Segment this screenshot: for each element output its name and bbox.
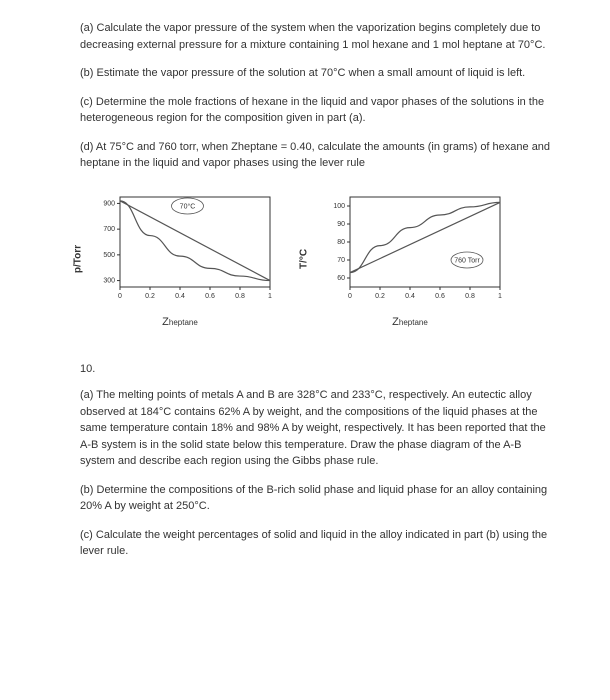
svg-text:0.2: 0.2	[375, 293, 385, 300]
svg-text:0: 0	[348, 293, 352, 300]
chart-right-box: T/°C 6070809010000.20.40.60.81760 Torr Z…	[310, 187, 510, 331]
svg-text:500: 500	[103, 251, 115, 258]
svg-text:0.4: 0.4	[405, 293, 415, 300]
svg-text:900: 900	[103, 200, 115, 207]
chart-left: 300 500 700 900 0 0.2 0.4 0.6 0.8 1 70°C	[80, 187, 280, 307]
svg-text:80: 80	[337, 239, 345, 246]
svg-text:0.6: 0.6	[205, 293, 215, 300]
chart-left-x-label-sub: heptane	[169, 318, 198, 327]
paragraph-d: (d) At 75°C and 760 torr, when Zheptane …	[80, 139, 555, 172]
charts-row: p/Torr 30050070090000.20.40.60.8170°C Zh…	[80, 187, 555, 331]
svg-text:0.4: 0.4	[175, 293, 185, 300]
svg-text:100: 100	[333, 203, 345, 210]
chart-right-x-label-sub: heptane	[399, 318, 428, 327]
svg-text:760 Torr: 760 Torr	[454, 257, 480, 264]
svg-text:0: 0	[118, 293, 122, 300]
paragraph-10b: (b) Determine the compositions of the B-…	[80, 482, 555, 515]
question-number-10: 10.	[80, 361, 555, 378]
chart-right-y-label: T/°C	[297, 248, 312, 268]
svg-text:1: 1	[268, 293, 272, 300]
svg-text:0.6: 0.6	[435, 293, 445, 300]
chart-right-x-label: Zheptane	[310, 314, 510, 331]
svg-text:70°C: 70°C	[180, 202, 196, 210]
chart-right: 60 70 80 90 100 0 0.2 0.4 0.6 0.8 1 760 Torr	[310, 187, 510, 307]
chart-left-y-label: p/Torr	[71, 244, 86, 272]
svg-text:700: 700	[103, 226, 115, 233]
chart-left-box: p/Torr 30050070090000.20.40.60.8170°C Zh…	[80, 187, 280, 331]
paragraph-a: (a) Calculate the vapor pressure of the …	[80, 20, 555, 53]
svg-text:0.8: 0.8	[235, 293, 245, 300]
svg-text:70: 70	[337, 257, 345, 264]
paragraph-c: (c) Determine the mole fractions of hexa…	[80, 94, 555, 127]
svg-text:0.2: 0.2	[145, 293, 155, 300]
paragraph-b: (b) Estimate the vapor pressure of the s…	[80, 65, 555, 82]
svg-text:300: 300	[103, 277, 115, 284]
chart-left-x-label: Zheptane	[80, 314, 280, 331]
chart-right-x-label-main: Z	[392, 316, 399, 328]
paragraph-10a: (a) The melting points of metals A and B…	[80, 387, 555, 470]
paragraph-10c: (c) Calculate the weight percentages of …	[80, 527, 555, 560]
svg-text:1: 1	[498, 293, 502, 300]
svg-text:90: 90	[337, 221, 345, 228]
svg-text:60: 60	[337, 275, 345, 282]
svg-text:0.8: 0.8	[465, 293, 475, 300]
chart-left-x-label-main: Z	[162, 316, 169, 328]
